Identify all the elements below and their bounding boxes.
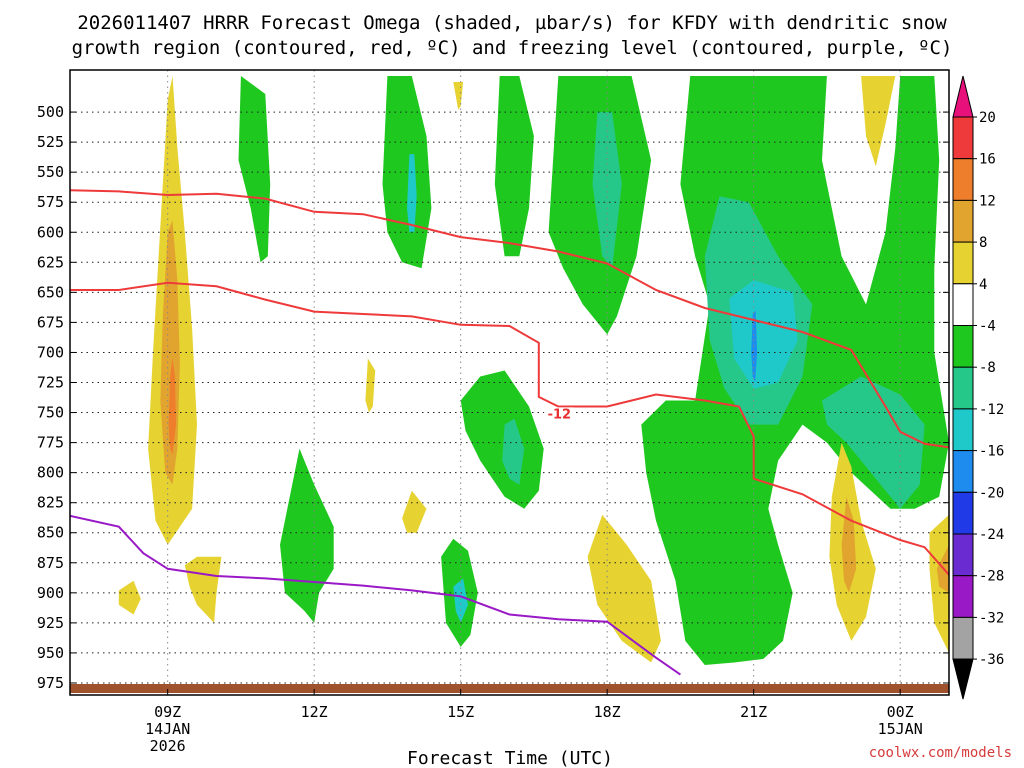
y-tick-label: 800 [37, 464, 64, 482]
y-tick-label: 950 [37, 644, 64, 662]
x-tick-label: 15Z [447, 703, 474, 721]
omega-region-23 [729, 280, 798, 389]
colorbar-swatch [952, 283, 974, 326]
colorbar-swatch [952, 491, 974, 535]
y-tick-label: 725 [37, 374, 64, 392]
y-tick-label: 500 [37, 103, 64, 121]
colorbar-label: -4 [979, 319, 996, 335]
contour-label-bg [544, 407, 575, 423]
colorbar-swatch [952, 325, 974, 368]
y-tick-label: 900 [37, 584, 64, 602]
omega-region-14 [460, 370, 544, 509]
omega-region-4 [118, 580, 141, 615]
y-tick-label: 600 [37, 223, 64, 241]
y-tick-label: 675 [37, 313, 64, 331]
colorbar-label: -8 [979, 360, 996, 376]
dgz-top-contour [70, 189, 949, 449]
y-tick-label: 875 [37, 554, 64, 572]
contour-label-minus12: -12 [548, 407, 572, 422]
colorbar-label: -16 [979, 444, 1004, 460]
omega-region-8 [402, 490, 427, 533]
ground-surface [70, 684, 949, 693]
y-tick-label: 550 [37, 163, 64, 181]
x-tick-year: 2026 [150, 737, 186, 755]
freezing-level-contour [70, 514, 681, 676]
colorbar-label: -12 [979, 402, 1004, 418]
colorbar-swatch [952, 199, 974, 243]
colorbar-label: -28 [979, 569, 1004, 585]
colorbar-label: 12 [979, 193, 996, 209]
y-tick-label: 850 [37, 524, 64, 542]
colorbar-bottom-arrow [952, 658, 974, 700]
x-tick-label: 21Z [740, 703, 767, 721]
colorbar-swatch [952, 366, 974, 410]
colorbar-label: 4 [979, 277, 987, 293]
dgz-bottom-contour [70, 281, 949, 576]
colorbar-top-arrow [952, 75, 974, 118]
x-tick-date: 15JAN [878, 720, 923, 738]
colorbar-swatch [952, 533, 974, 577]
y-tick-label: 975 [37, 674, 64, 692]
y-tick-label: 775 [37, 434, 64, 452]
colorbar-swatch [952, 616, 974, 660]
colorbar-swatch [952, 158, 974, 201]
x-axis-label: Forecast Time (UTC) [407, 748, 613, 768]
x-tick-date: 14JAN [145, 720, 190, 738]
gridlines [70, 70, 949, 695]
omega-region-11 [453, 82, 464, 110]
y-tick-label: 700 [37, 343, 64, 361]
omega-region-13 [453, 578, 468, 623]
colorbar-label: 16 [979, 152, 996, 168]
colorbar-swatch [952, 241, 974, 285]
colorbar-swatch [952, 408, 974, 452]
omega-region-7 [365, 358, 376, 413]
omega-region-10 [407, 154, 417, 233]
omega-region-15 [502, 418, 525, 485]
colorbar: 20 16 12 8 4 -4 -8 -12 -16 -20 -24 -28 -32 -36 [952, 75, 1004, 700]
credit-text: coolwx.com/models [869, 745, 1012, 761]
colorbar-label: 8 [979, 235, 987, 251]
y-tick-label: 625 [37, 253, 64, 271]
y-tick-label: 925 [37, 614, 64, 632]
omega-region-27 [861, 76, 896, 167]
colorbar-swatch [952, 575, 974, 618]
omega-shading [118, 76, 949, 665]
colorbar-label: 20 [979, 110, 996, 126]
y-tick-label: 525 [37, 133, 64, 151]
colorbar-swatch [952, 450, 974, 493]
y-tick-label: 575 [37, 193, 64, 211]
chart-title-line2: growth region (contoured, red, ºC) and f… [72, 37, 953, 59]
colorbar-label: -24 [979, 527, 1004, 543]
x-tick-label: 00Z [887, 703, 914, 721]
colorbar-swatch [952, 116, 974, 160]
omega-region-16 [494, 76, 534, 257]
x-tick-label: 12Z [301, 703, 328, 721]
colorbar-label: -36 [979, 652, 1004, 668]
omega-region-18 [592, 112, 622, 269]
y-tick-label: 750 [37, 404, 64, 422]
contour-lines: -12 [70, 189, 949, 676]
chart-title-line1: 2026011407 HRRR Forecast Omega (shaded, … [77, 12, 947, 34]
y-axis-ticks: 500 525 550 575 600 625 650 675 700 725 750 775 800 8… [37, 103, 949, 692]
y-tick-label: 825 [37, 494, 64, 512]
colorbar-label: -20 [979, 485, 1004, 501]
x-tick-label: 09Z [154, 703, 181, 721]
colorbar-label: -32 [979, 610, 1004, 626]
omega-region-6 [280, 448, 334, 623]
omega-region-5 [238, 76, 271, 263]
omega-region-19 [587, 514, 661, 663]
y-tick-label: 650 [37, 283, 64, 301]
x-tick-label: 18Z [594, 703, 621, 721]
